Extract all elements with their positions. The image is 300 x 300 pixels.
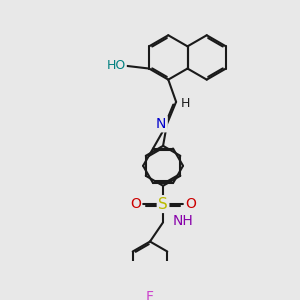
Text: S: S bbox=[158, 196, 168, 211]
Text: HO: HO bbox=[106, 59, 126, 72]
Text: O: O bbox=[185, 197, 196, 211]
Text: F: F bbox=[146, 290, 154, 300]
Text: N: N bbox=[156, 117, 166, 131]
Text: H: H bbox=[181, 97, 190, 110]
Text: O: O bbox=[130, 197, 141, 211]
Text: NH: NH bbox=[172, 214, 193, 228]
